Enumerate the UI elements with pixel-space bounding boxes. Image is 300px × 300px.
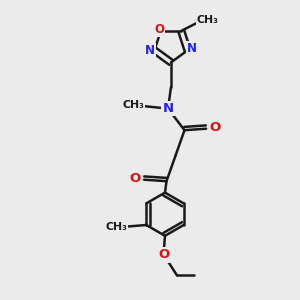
Text: O: O xyxy=(209,121,220,134)
Text: CH₃: CH₃ xyxy=(105,221,127,232)
Text: O: O xyxy=(158,248,169,262)
Text: N: N xyxy=(145,44,155,57)
Text: O: O xyxy=(129,172,141,185)
Text: CH₃: CH₃ xyxy=(122,100,144,110)
Text: O: O xyxy=(154,23,164,36)
Text: N: N xyxy=(162,102,174,115)
Text: N: N xyxy=(187,42,197,56)
Text: CH₃: CH₃ xyxy=(196,15,218,25)
